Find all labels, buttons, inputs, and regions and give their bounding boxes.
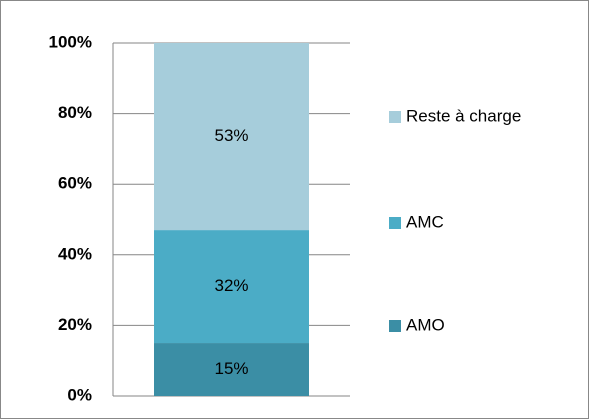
legend-swatch [389,217,401,229]
y-tick-label: 100% [49,32,92,51]
legend-swatch [389,320,401,332]
y-tick-label: 20% [58,315,92,334]
y-tick-label: 40% [58,244,92,263]
legend-label: AMC [406,212,444,231]
legend-swatch [389,111,401,123]
legend-label: Reste à charge [406,106,521,125]
bar-segment [154,43,309,231]
y-tick-label: 80% [58,103,92,122]
bar-segment [154,230,309,344]
legend-label: AMO [406,315,445,334]
y-tick-label: 0% [67,385,92,404]
y-tick-label: 60% [58,174,92,193]
bar-segment [154,343,309,396]
data-label: 32% [214,276,248,295]
data-label: 53% [214,126,248,145]
data-label: 15% [214,359,248,378]
